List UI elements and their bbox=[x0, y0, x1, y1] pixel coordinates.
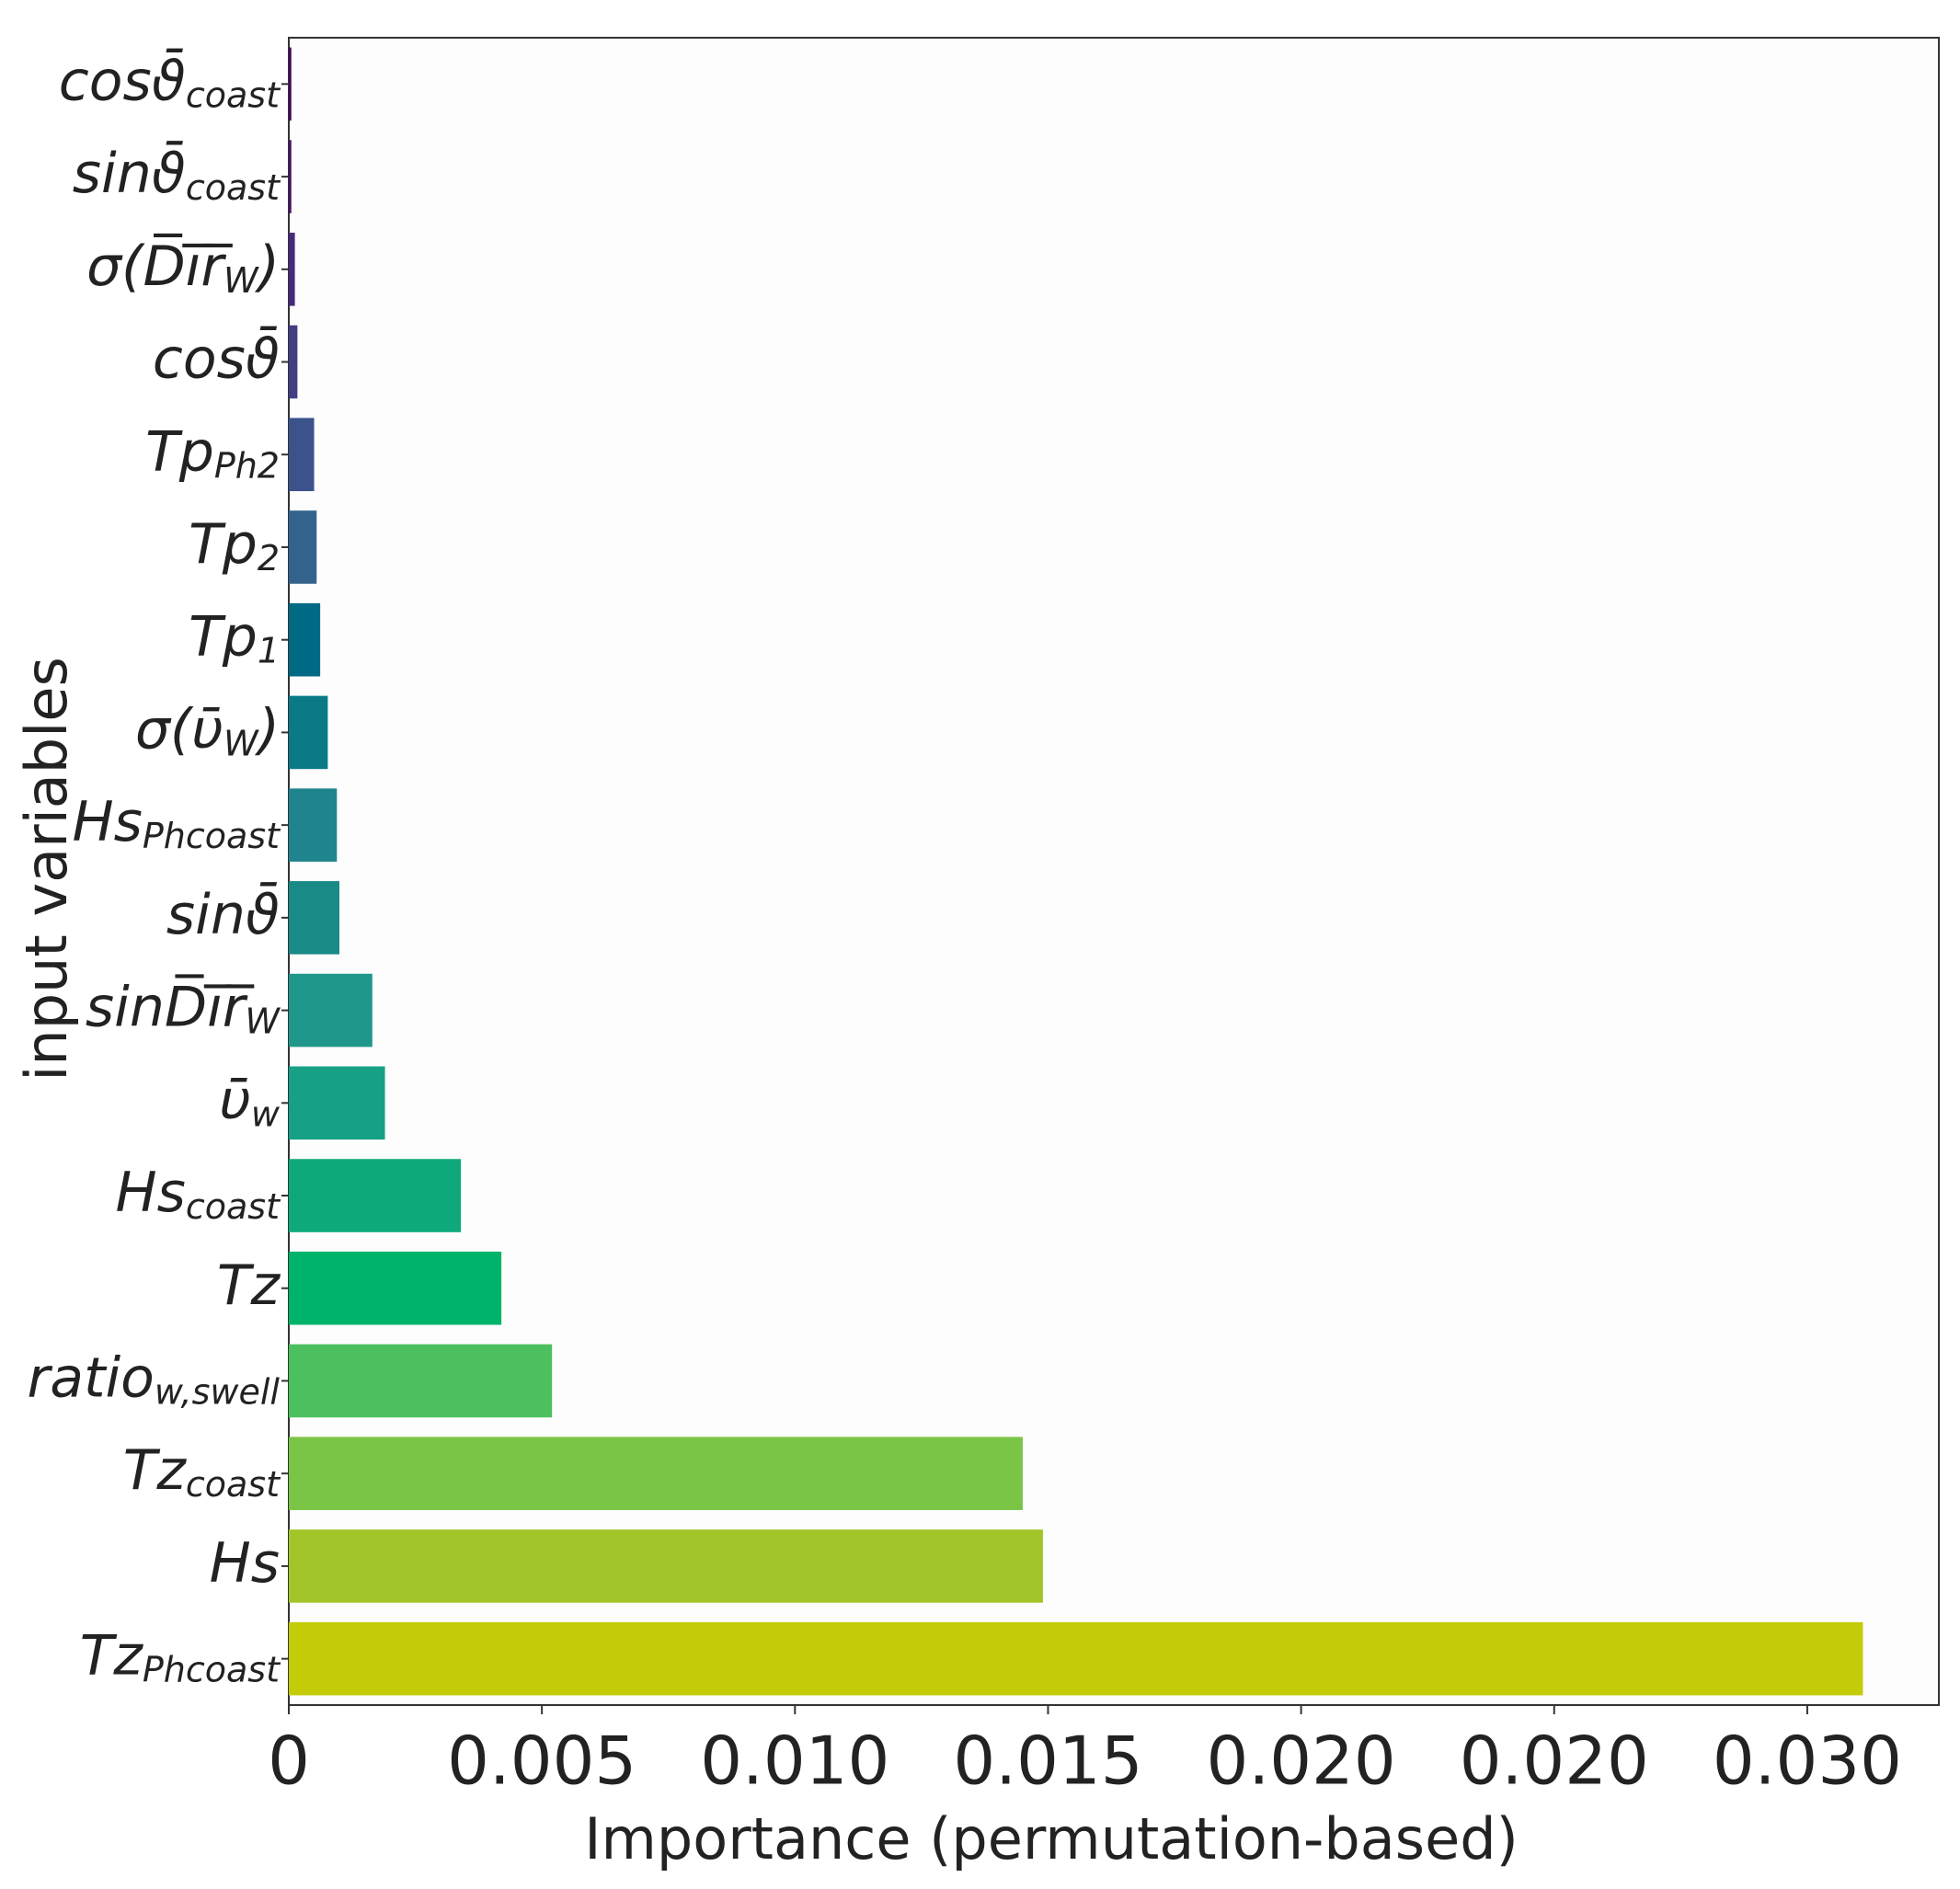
bar bbox=[289, 602, 321, 677]
label-sub: coast bbox=[186, 167, 281, 208]
label-base: sinD̅i̅r̅ bbox=[86, 972, 255, 1039]
y-tick-label: HsPhcoast bbox=[72, 790, 281, 856]
y-tick-label: σ(D̅i̅r̅W) bbox=[86, 231, 280, 300]
bar bbox=[289, 233, 295, 306]
bar bbox=[289, 418, 315, 492]
y-tick-label: Hscoast bbox=[115, 1161, 281, 1227]
label-base: Tz bbox=[217, 1253, 281, 1317]
y-tick-label: cosϑ̄coast bbox=[59, 47, 281, 115]
y-tick-label: TpPh2 bbox=[145, 419, 280, 486]
label-sub: coast bbox=[186, 1464, 281, 1505]
label-sub: coast bbox=[186, 74, 281, 115]
y-axis-title: input variables bbox=[13, 657, 80, 1082]
x-tick-label: 0.005 bbox=[447, 1723, 636, 1800]
label-base: ratio bbox=[28, 1345, 155, 1410]
label-sub: W bbox=[245, 1001, 281, 1041]
label-post: ) bbox=[255, 697, 280, 761]
bar bbox=[289, 1621, 1863, 1696]
y-tick-label: ῡw bbox=[219, 1068, 281, 1134]
bar bbox=[289, 695, 328, 770]
bar bbox=[289, 1159, 462, 1232]
y-tick-label: Hs bbox=[210, 1531, 280, 1596]
y-tick-label: cosϑ̄ bbox=[153, 325, 280, 391]
bar bbox=[289, 973, 373, 1048]
bar bbox=[289, 881, 340, 955]
label-sub: W bbox=[224, 723, 259, 763]
x-axis-title: Importance (permutation-based) bbox=[584, 1805, 1519, 1872]
y-tick-label: Tp1 bbox=[189, 604, 280, 670]
y-tick-label: Tz bbox=[217, 1253, 281, 1317]
bar bbox=[289, 1344, 553, 1418]
label-base: Tz bbox=[80, 1623, 144, 1688]
label-base: Hs bbox=[72, 790, 142, 854]
label-sub: w,swell bbox=[155, 1371, 281, 1412]
label-base: ῡ bbox=[219, 1068, 251, 1132]
y-tick-label: TzPhcoast bbox=[80, 1623, 281, 1689]
x-tick-label: 0.020 bbox=[1460, 1723, 1649, 1800]
bar bbox=[289, 325, 298, 399]
y-tick-label: σ(ῡW) bbox=[135, 697, 280, 763]
label-sub: coast bbox=[186, 1186, 281, 1227]
bar bbox=[289, 1437, 1023, 1510]
label-base: σ(D̅i̅r̅ bbox=[86, 231, 233, 298]
label-base: cosϑ̄ bbox=[153, 325, 280, 391]
label-base: Tp bbox=[189, 512, 258, 577]
label-sub: Ph2 bbox=[214, 445, 280, 486]
label-base: sinϑ̄ bbox=[166, 881, 280, 947]
y-tick-label: sinϑ̄ bbox=[166, 881, 280, 947]
bar bbox=[289, 1066, 385, 1140]
y-tick-label: sinϑ̄coast bbox=[73, 140, 281, 208]
bar bbox=[289, 140, 292, 213]
bar bbox=[289, 1529, 1043, 1603]
y-tick-label: Tzcoast bbox=[123, 1438, 281, 1505]
y-tick-label: sinD̅i̅r̅W bbox=[86, 972, 281, 1041]
bar bbox=[289, 788, 338, 862]
label-sub: 2 bbox=[258, 537, 280, 578]
label-sub: Phcoast bbox=[143, 1649, 281, 1689]
bar bbox=[289, 1251, 502, 1325]
label-base: cosϑ̄ bbox=[59, 47, 186, 113]
label-base: Hs bbox=[210, 1531, 280, 1596]
label-sub: Phcoast bbox=[143, 816, 281, 856]
label-post: ) bbox=[255, 234, 280, 298]
y-tick-label: Tp2 bbox=[189, 512, 280, 578]
label-sub: W bbox=[224, 259, 259, 300]
x-tick-label: 0.020 bbox=[1207, 1723, 1396, 1800]
label-sub: w bbox=[251, 1093, 281, 1134]
x-tick-label: 0.010 bbox=[700, 1723, 889, 1800]
bar bbox=[289, 47, 292, 121]
label-sub: 1 bbox=[258, 630, 280, 670]
label-base: Tp bbox=[189, 604, 258, 669]
label-base: Hs bbox=[115, 1161, 185, 1225]
bar bbox=[289, 510, 317, 584]
label-base: Tp bbox=[145, 419, 214, 484]
y-tick-label: ratiow,swell bbox=[28, 1345, 281, 1412]
label-base: sinϑ̄ bbox=[73, 140, 186, 206]
label-base: Tz bbox=[123, 1438, 188, 1503]
label-base: σ(ῡ bbox=[135, 697, 224, 761]
plot-frame bbox=[288, 37, 1940, 1706]
x-tick-label: 0.030 bbox=[1713, 1723, 1902, 1800]
x-tick-label: 0.015 bbox=[953, 1723, 1142, 1800]
x-tick-label: 0 bbox=[268, 1723, 310, 1800]
